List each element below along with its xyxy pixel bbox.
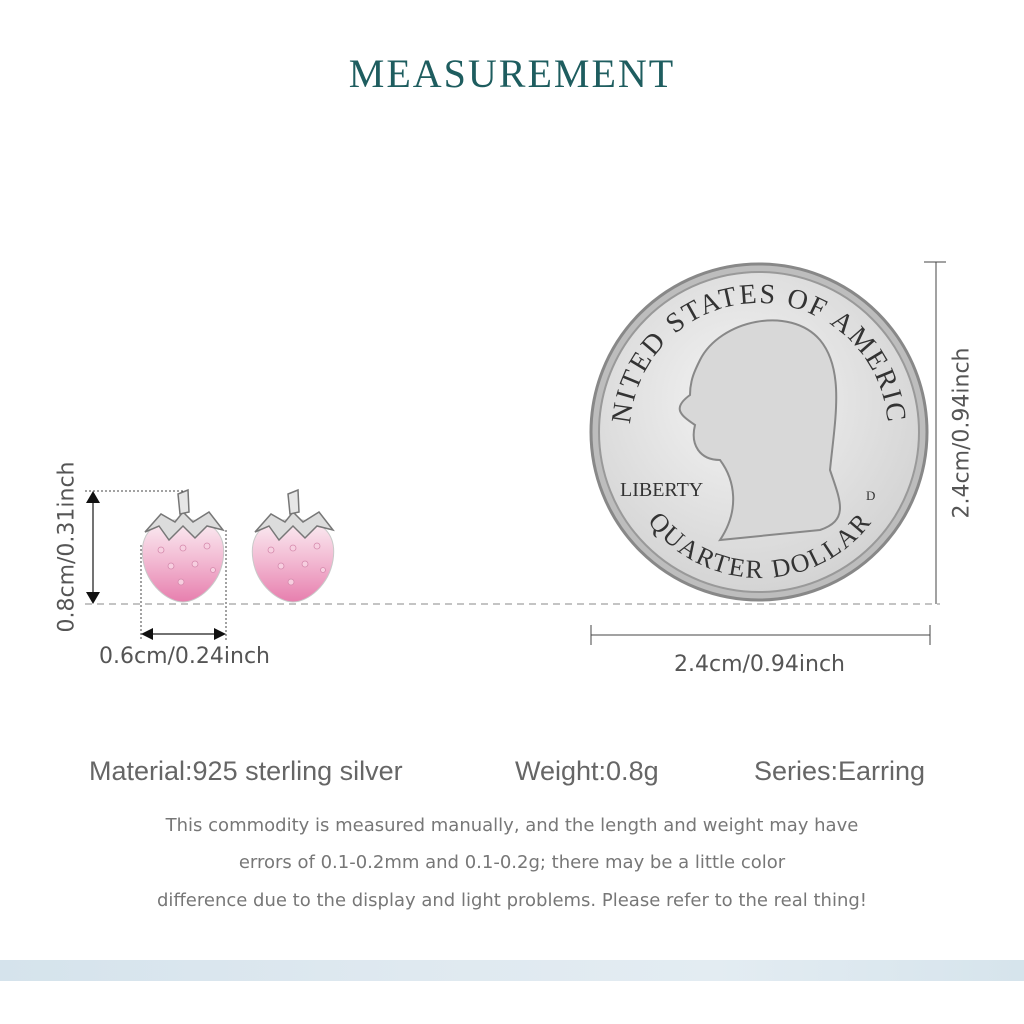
svg-text:D: D (866, 488, 875, 503)
coin-height-label: 2.4cm/0.94inch (949, 347, 975, 519)
decorative-footer-band (0, 960, 1024, 981)
disclaimer-line-1: This commodity is measured manually, and… (165, 815, 859, 836)
earring-image-right (251, 489, 335, 603)
material-spec: Material:925 sterling silver (89, 756, 403, 786)
earring-height-label: 0.8cm/0.31inch (54, 461, 80, 633)
coin-width-label: 2.4cm/0.94inch (674, 652, 846, 677)
disclaimer-line-2: errors of 0.1-0.2mm and 0.1-0.2g; there … (238, 852, 786, 873)
earring-image-left (141, 489, 225, 603)
series-spec: Series:Earring (754, 756, 926, 786)
svg-text:LIBERTY: LIBERTY (620, 479, 703, 501)
weight-spec: Weight:0.8g (515, 756, 659, 786)
earring-width-label: 0.6cm/0.24inch (99, 644, 271, 669)
quarter-coin-image: UNITED STATES OF AMERICA QUARTER DOLLAR … (0, 0, 929, 602)
disclaimer-line-3: difference due to the display and light … (156, 890, 868, 911)
page-title: MEASUREMENT (348, 51, 676, 96)
